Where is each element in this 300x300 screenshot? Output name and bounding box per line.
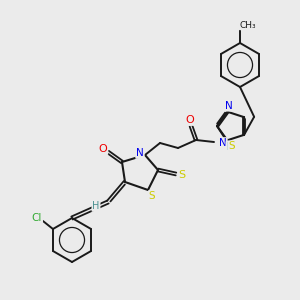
Text: N: N — [136, 148, 144, 158]
Text: H: H — [92, 201, 100, 211]
Text: O: O — [186, 115, 194, 125]
Text: CH₃: CH₃ — [240, 20, 256, 29]
Text: Cl: Cl — [32, 213, 42, 223]
Text: S: S — [228, 141, 235, 151]
Text: S: S — [149, 191, 155, 201]
Text: N: N — [219, 138, 227, 148]
Text: H: H — [226, 142, 234, 152]
Text: N: N — [226, 101, 233, 111]
Text: S: S — [178, 170, 186, 180]
Text: O: O — [99, 144, 107, 154]
